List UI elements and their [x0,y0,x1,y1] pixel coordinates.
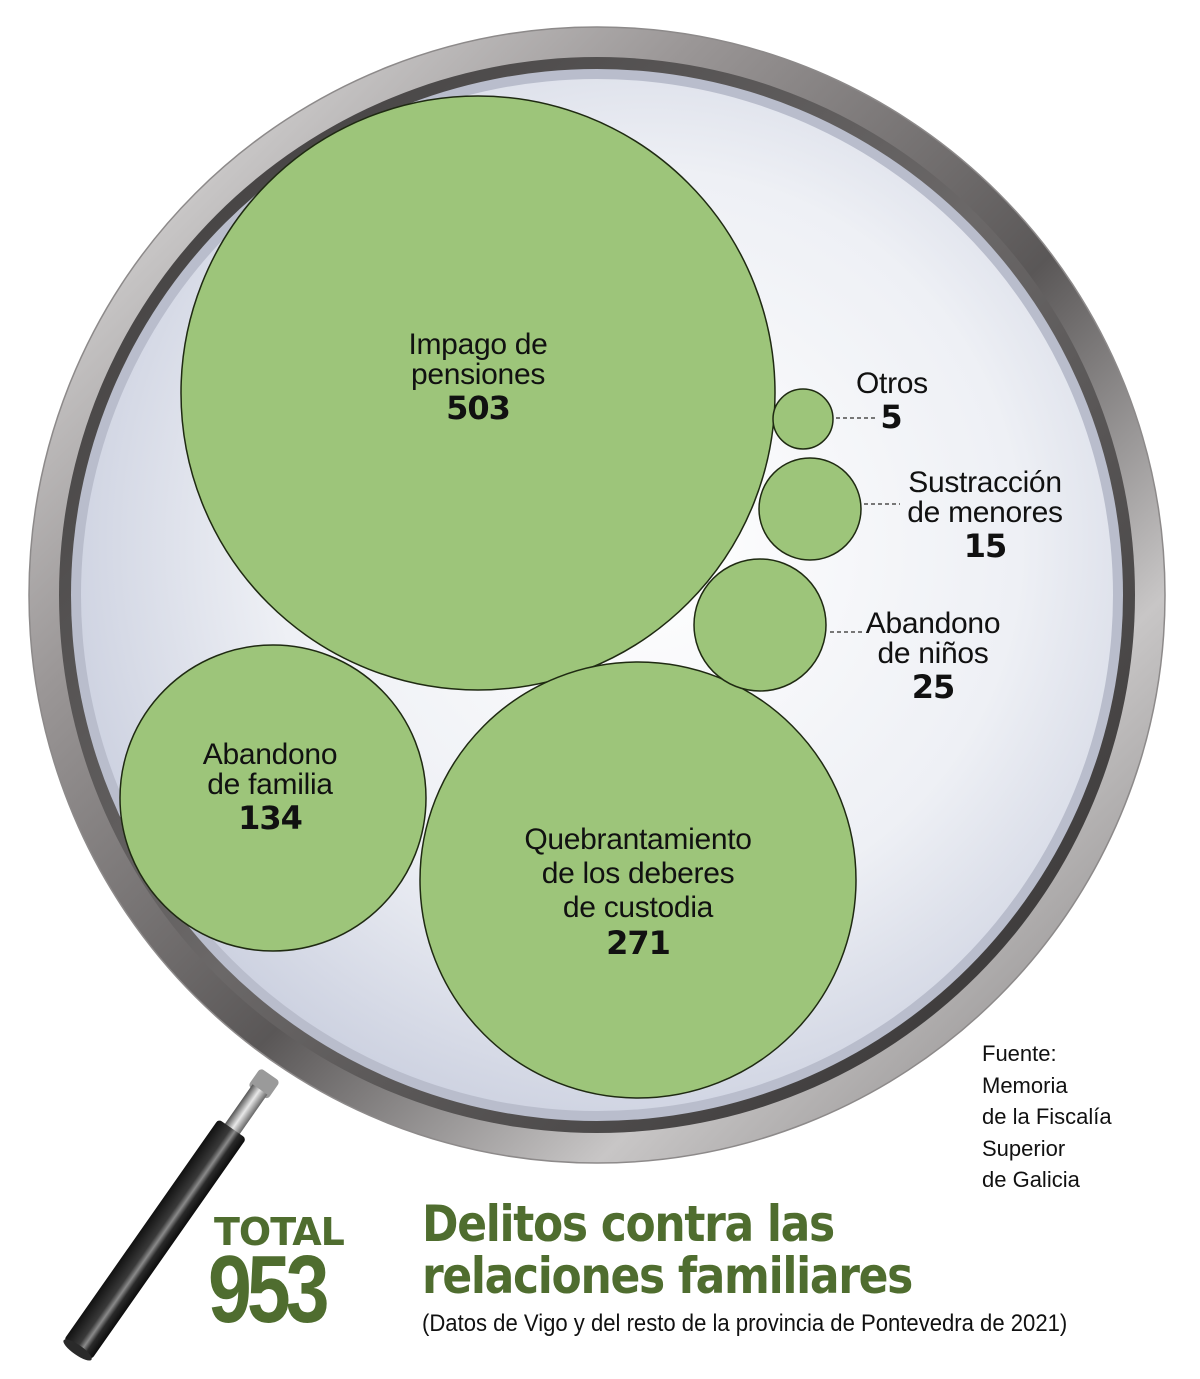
label-otros-name: Otros [856,367,928,400]
bubble-abandono-familia [119,644,427,952]
bubble-otros [772,388,834,450]
chart-subtitle: (Datos de Vigo y del resto de la provinc… [422,1310,1068,1337]
label-abandono-familia-value: 134 [238,799,303,837]
total-label: TOTAL [214,1210,345,1254]
total-value: 953 [208,1236,330,1343]
label-quebrantamiento-name: Quebrantamiento de los deberes de custod… [524,823,752,924]
bubble-impago [180,95,776,691]
bubble-quebrantamiento [419,661,857,1099]
leader-lines [830,417,900,633]
magnifier-handle [63,1069,279,1361]
label-sustraccion-value: 15 [963,527,1008,565]
label-impago-value: 503 [446,389,511,427]
label-quebrantamiento: Quebrantamiento de los deberes de custod… [508,823,768,959]
label-abandono-ninos-name: Abandono de niños [865,607,1001,670]
label-abandono-familia-name: Abandono de familia [202,738,338,801]
label-abandono-familia: Abandono de familia 134 [180,738,360,837]
label-abandono-ninos-value: 25 [911,668,956,706]
chart-title: Delitos contra las relaciones familiares [422,1195,913,1305]
label-impago-name: Impago de pensiones [408,328,548,391]
source-note: Fuente: Memoria de la Fiscalía Superior … [982,1041,1112,1192]
label-sustraccion-name: Sustracción de menores [907,466,1063,529]
label-otros: Otros 5 [856,367,928,436]
label-impago: Impago de pensiones 503 [378,328,578,427]
label-quebrantamiento-value: 271 [606,924,671,962]
bubble-sustraccion [758,457,862,561]
bubble-group [119,95,862,1099]
label-otros-value: 5 [880,398,902,436]
label-sustraccion: Sustracción de menores 15 [900,466,1070,565]
bubble-abandono-ninos [693,558,827,692]
label-abandono-ninos: Abandono de niños 25 [858,607,1008,706]
